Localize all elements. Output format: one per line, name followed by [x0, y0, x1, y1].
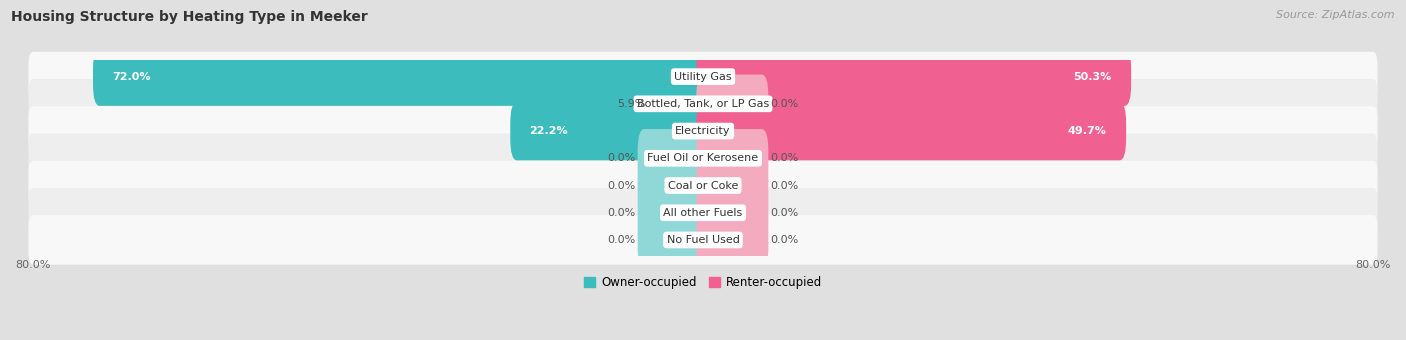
Text: Electricity: Electricity	[675, 126, 731, 136]
FancyBboxPatch shape	[28, 79, 1378, 129]
Text: Housing Structure by Heating Type in Meeker: Housing Structure by Heating Type in Mee…	[11, 10, 368, 24]
FancyBboxPatch shape	[28, 161, 1378, 210]
Text: 0.0%: 0.0%	[770, 208, 799, 218]
FancyBboxPatch shape	[28, 134, 1378, 183]
Text: 72.0%: 72.0%	[112, 72, 150, 82]
Text: 22.2%: 22.2%	[530, 126, 568, 136]
FancyBboxPatch shape	[638, 156, 710, 215]
FancyBboxPatch shape	[638, 211, 710, 269]
FancyBboxPatch shape	[93, 47, 710, 106]
FancyBboxPatch shape	[647, 74, 710, 133]
FancyBboxPatch shape	[696, 211, 768, 269]
FancyBboxPatch shape	[638, 184, 710, 242]
FancyBboxPatch shape	[28, 106, 1378, 156]
Text: 0.0%: 0.0%	[607, 181, 636, 190]
Legend: Owner-occupied, Renter-occupied: Owner-occupied, Renter-occupied	[579, 271, 827, 293]
FancyBboxPatch shape	[696, 102, 1126, 160]
FancyBboxPatch shape	[696, 184, 768, 242]
Text: 0.0%: 0.0%	[607, 208, 636, 218]
Text: 0.0%: 0.0%	[770, 153, 799, 163]
Text: Bottled, Tank, or LP Gas: Bottled, Tank, or LP Gas	[637, 99, 769, 109]
Text: 0.0%: 0.0%	[607, 153, 636, 163]
Text: 0.0%: 0.0%	[770, 235, 799, 245]
FancyBboxPatch shape	[28, 215, 1378, 265]
Text: 49.7%: 49.7%	[1069, 126, 1107, 136]
Text: 0.0%: 0.0%	[770, 181, 799, 190]
FancyBboxPatch shape	[28, 188, 1378, 238]
Text: 0.0%: 0.0%	[770, 99, 799, 109]
Text: No Fuel Used: No Fuel Used	[666, 235, 740, 245]
Text: 50.3%: 50.3%	[1074, 72, 1112, 82]
Text: Utility Gas: Utility Gas	[675, 72, 731, 82]
Text: All other Fuels: All other Fuels	[664, 208, 742, 218]
Text: 0.0%: 0.0%	[607, 235, 636, 245]
FancyBboxPatch shape	[696, 47, 1132, 106]
FancyBboxPatch shape	[696, 74, 768, 133]
FancyBboxPatch shape	[696, 129, 768, 188]
Text: Source: ZipAtlas.com: Source: ZipAtlas.com	[1277, 10, 1395, 20]
Text: Coal or Coke: Coal or Coke	[668, 181, 738, 190]
Text: 5.9%: 5.9%	[617, 99, 645, 109]
FancyBboxPatch shape	[28, 52, 1378, 101]
FancyBboxPatch shape	[638, 129, 710, 188]
FancyBboxPatch shape	[510, 102, 710, 160]
Text: Fuel Oil or Kerosene: Fuel Oil or Kerosene	[647, 153, 759, 163]
FancyBboxPatch shape	[696, 156, 768, 215]
